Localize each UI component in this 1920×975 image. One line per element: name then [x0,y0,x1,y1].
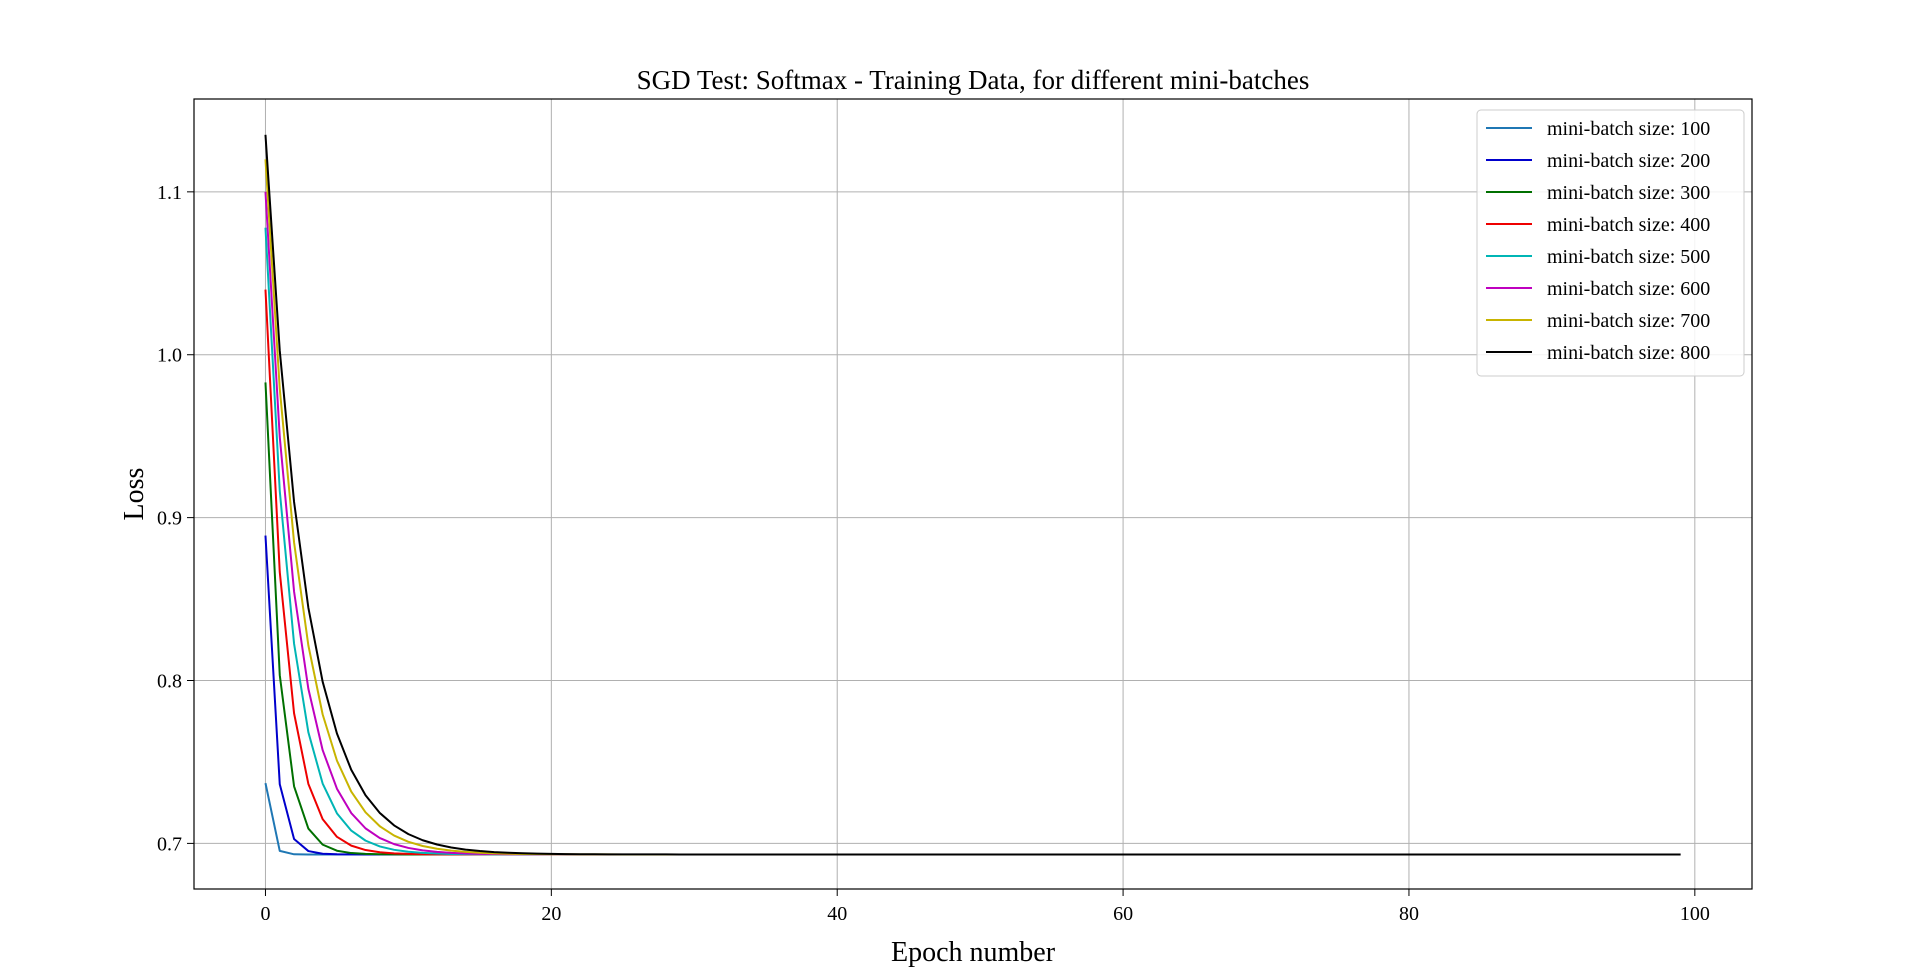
chart-title: SGD Test: Softmax - Training Data, for d… [637,65,1310,95]
legend-label: mini-batch size: 700 [1547,310,1710,332]
x-tick-label: 60 [1113,903,1133,925]
y-tick-label: 1.0 [157,345,182,367]
legend-label: mini-batch size: 800 [1547,342,1710,364]
legend-label: mini-batch size: 500 [1547,246,1710,268]
y-tick-label: 1.1 [157,182,182,204]
legend-label: mini-batch size: 300 [1547,182,1710,204]
x-axis-label: Epoch number [891,937,1056,968]
series-line-8 [264,134,1681,856]
x-tick-label: 80 [1399,903,1419,925]
legend-label: mini-batch size: 200 [1547,150,1710,172]
x-tick-label: 20 [541,903,561,925]
y-tick-label: 0.7 [157,833,182,855]
y-axis-label: Loss [119,468,150,521]
legend-box [1476,109,1745,377]
legend: mini-batch size: 100 mini-batch size: 200… [1476,109,1745,377]
y-tick-label: 0.9 [157,508,182,530]
y-tick-label: 0.8 [157,671,182,693]
x-tick-label: 40 [827,903,847,925]
plot-area-frame [193,98,1753,890]
legend-label: mini-batch size: 600 [1547,278,1710,300]
legend-label: mini-batch size: 400 [1547,214,1710,236]
legend-label: mini-batch size: 100 [1547,118,1710,140]
x-tick-label: 100 [1680,903,1710,925]
axis-ticks: 0 20 40 60 80 100 0.7 0.8 0.9 1.0 1.1 [157,182,1710,925]
x-tick-label: 0 [260,903,270,925]
series-lines [264,134,1681,856]
